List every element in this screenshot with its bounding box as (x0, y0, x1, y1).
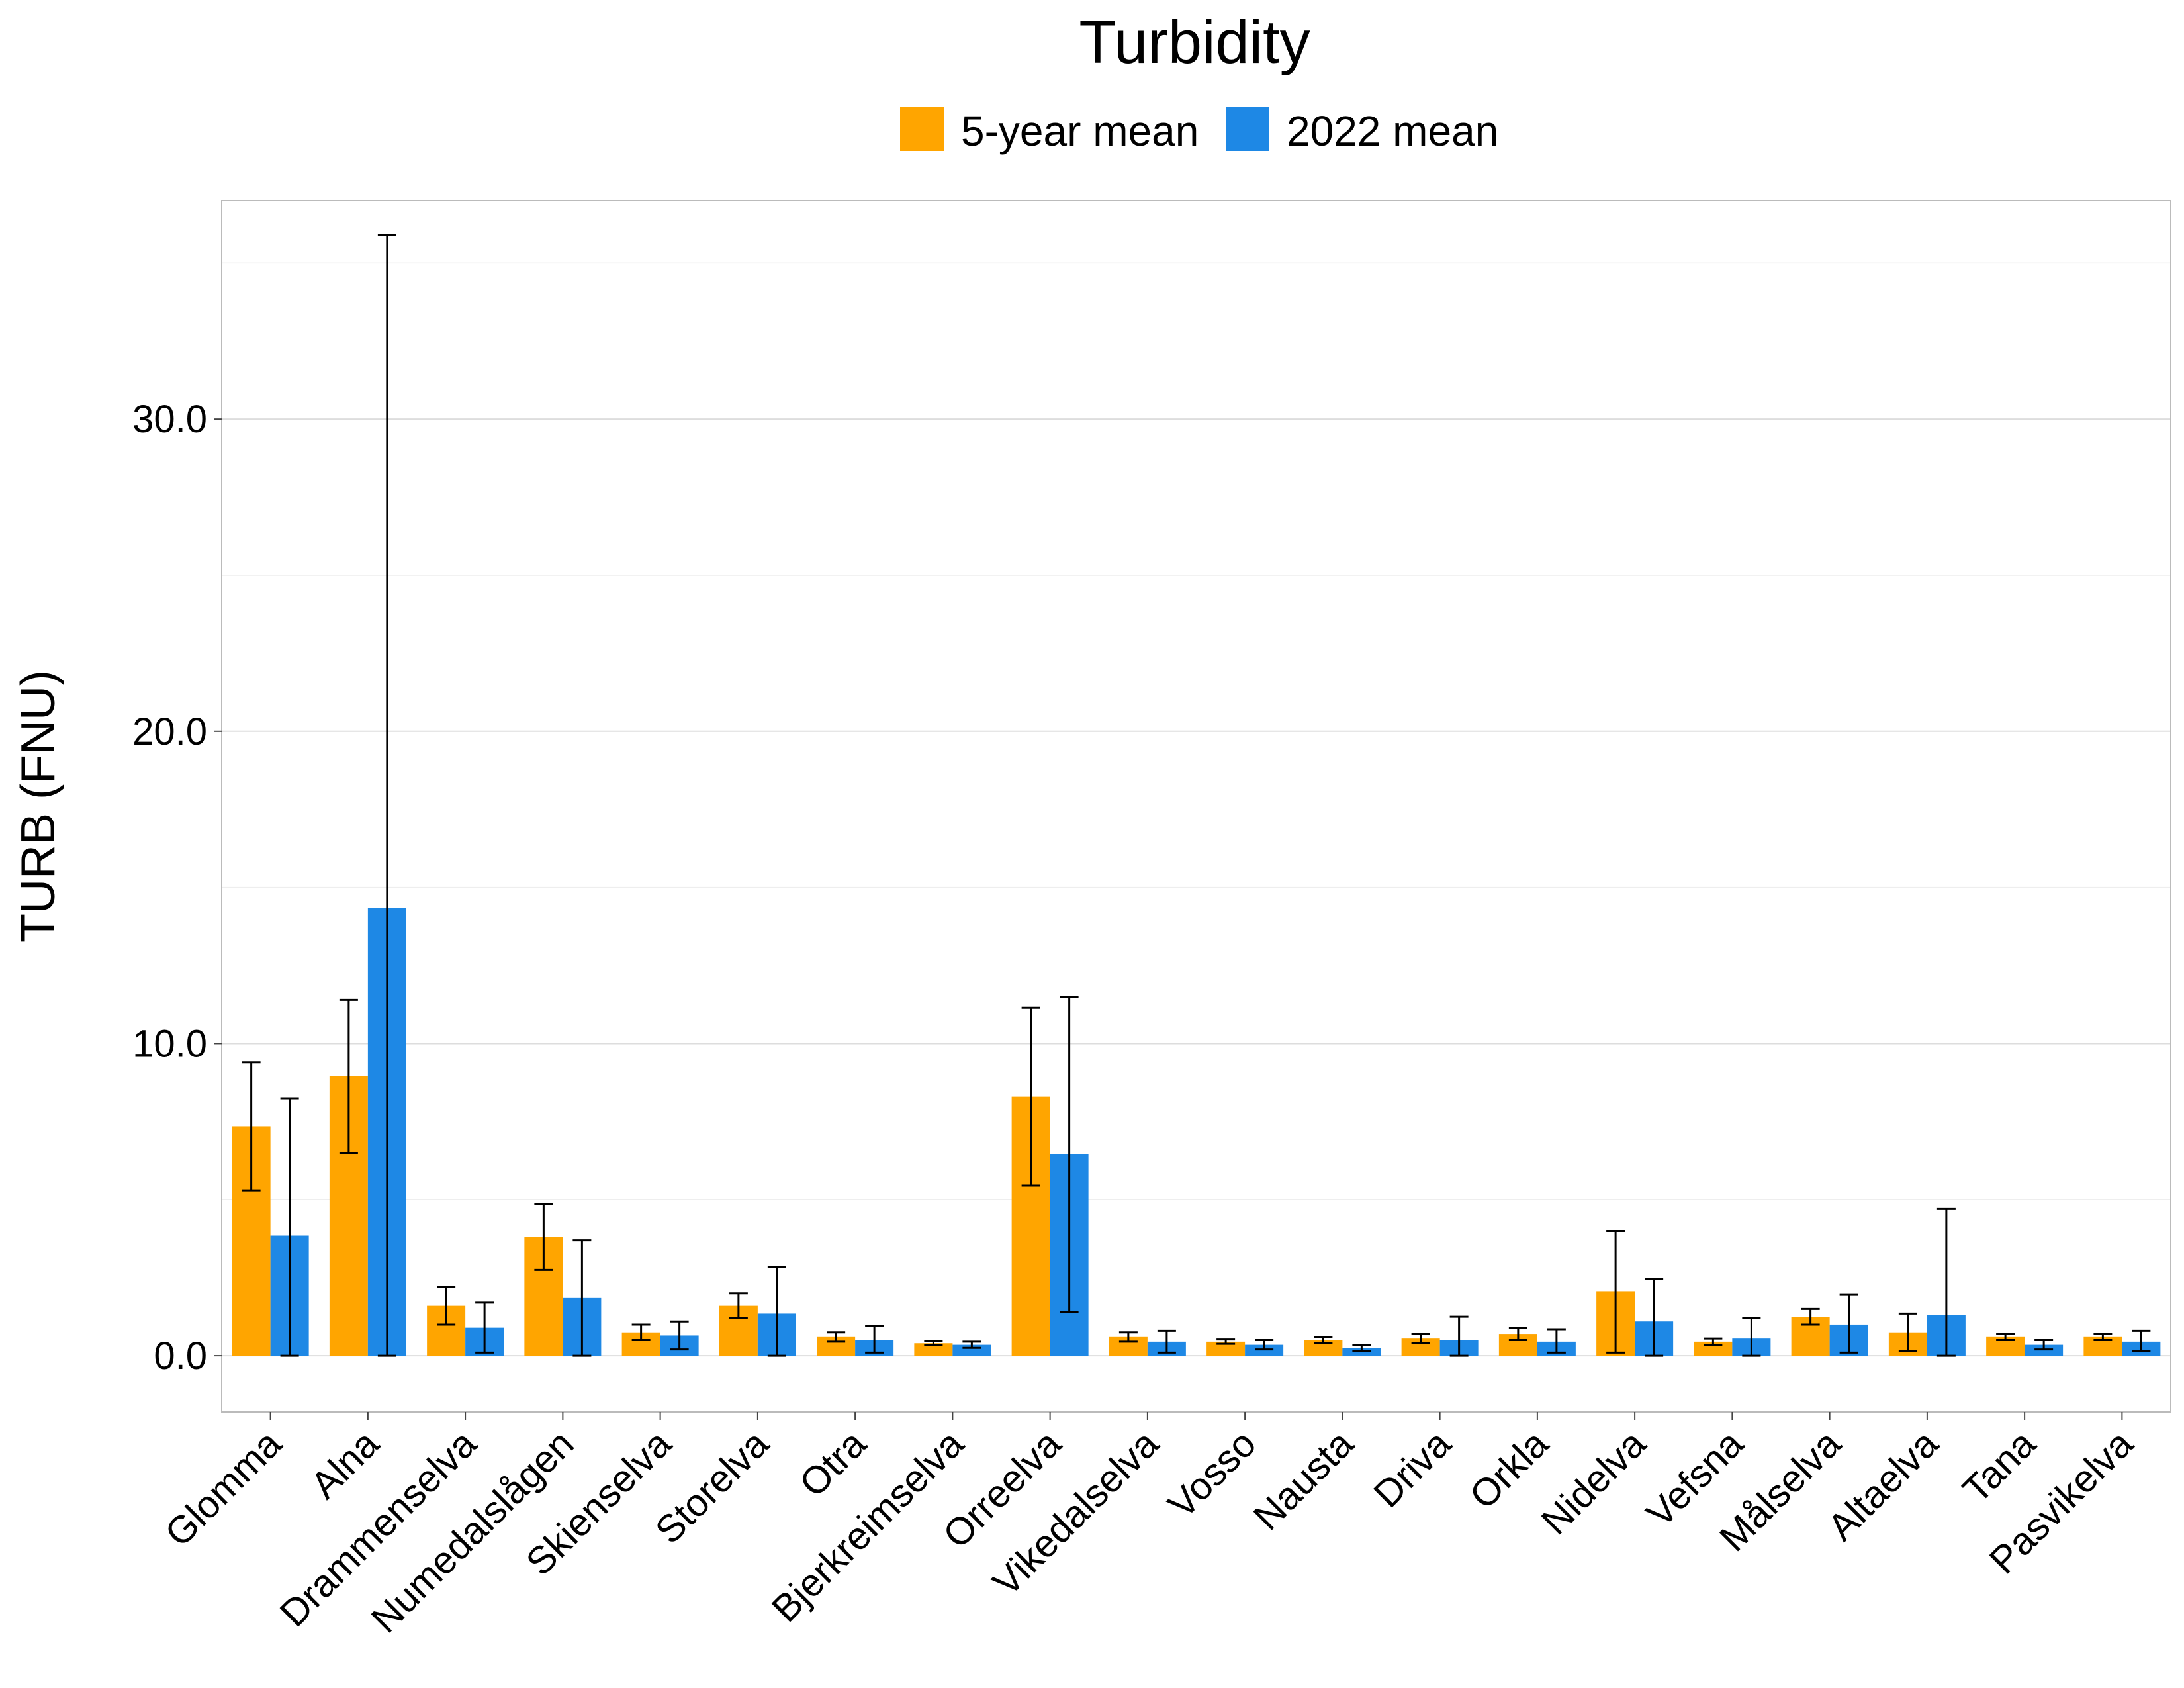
x-tick-label: Glomma (157, 1422, 290, 1555)
x-tick-label: Altaelva (1819, 1422, 1946, 1549)
y-tick-label: 0.0 (154, 1335, 207, 1378)
error-bars (242, 234, 2151, 1357)
x-tick-label: Driva (1365, 1422, 1459, 1516)
chart-title: Turbidity (1079, 9, 1310, 76)
y-tick-label: 10.0 (132, 1022, 207, 1065)
bar (1304, 1340, 1343, 1356)
bars (232, 908, 2161, 1356)
legend-label-2022-mean: 2022 mean (1287, 107, 1498, 155)
x-tick-label: Alna (302, 1422, 388, 1507)
x-tick-label: Nidelva (1533, 1422, 1655, 1543)
plot-panel-border (221, 200, 2171, 1413)
y-tick-label: 30.0 (132, 398, 207, 441)
bar (1206, 1341, 1246, 1356)
x-tick-label: Tana (1954, 1422, 2044, 1511)
bar (952, 1344, 991, 1356)
gridlines (222, 262, 2171, 1357)
bar (1694, 1341, 1733, 1356)
x-tick-label: Otra (792, 1422, 875, 1505)
y-axis-title: TURB (FNU) (12, 670, 65, 943)
bar (914, 1343, 953, 1356)
y-axis-ticks: 0.0 10.0 20.0 30.0 (132, 398, 222, 1378)
legend-label-5-year-mean: 5-year mean (961, 107, 1199, 155)
legend-swatch-5-year-mean (900, 107, 944, 151)
x-tick-label: Nausta (1246, 1422, 1362, 1538)
legend-swatch-2022-mean (1226, 107, 1269, 151)
legend: 5-year mean 2022 mean (900, 107, 1498, 155)
y-tick-label: 20.0 (132, 710, 207, 753)
x-axis-ticks: Glomma AlnaDrammenselvaNumedalslågenSkien… (157, 1412, 2142, 1641)
